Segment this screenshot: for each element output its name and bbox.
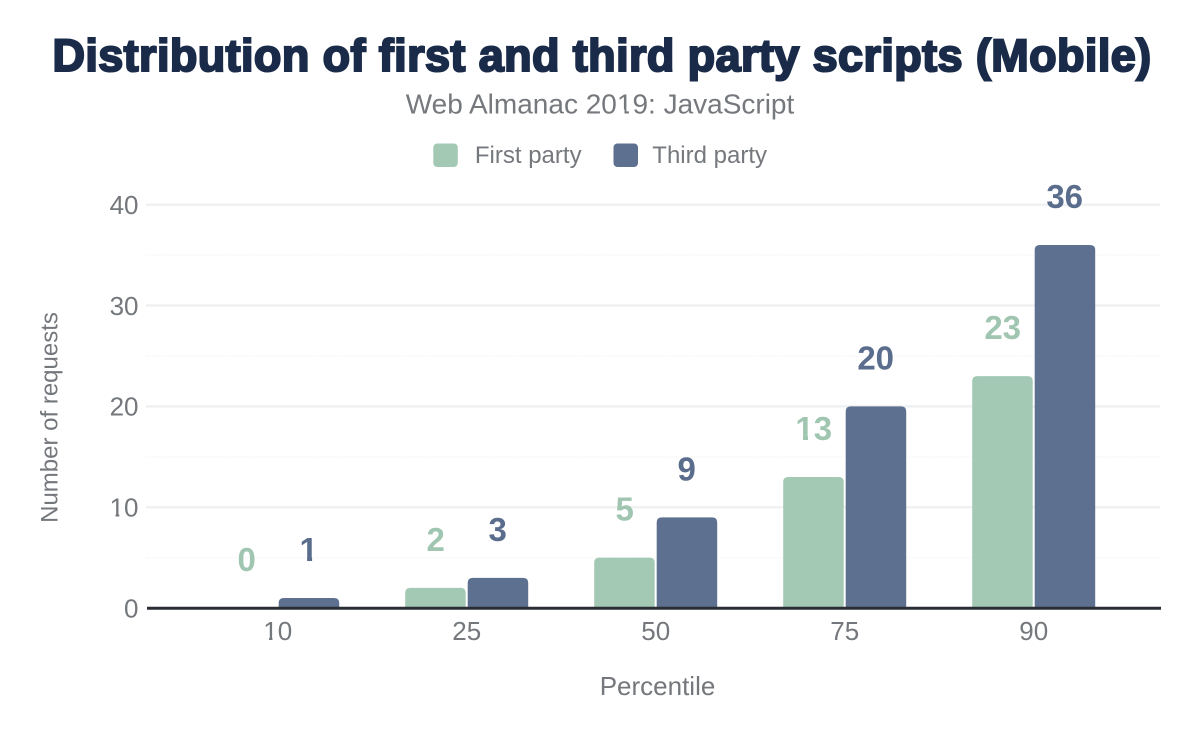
- svg-text:75: 75: [830, 616, 859, 646]
- svg-text:1: 1: [300, 531, 318, 568]
- svg-text:5: 5: [616, 491, 634, 528]
- svg-text:9: 9: [678, 450, 696, 487]
- svg-text:25: 25: [452, 616, 481, 646]
- svg-text:Web Almanac 2019: JavaScript: Web Almanac 2019: JavaScript: [406, 88, 795, 119]
- svg-text:20: 20: [857, 339, 894, 376]
- svg-text:20: 20: [110, 392, 139, 422]
- svg-text:90: 90: [1019, 616, 1048, 646]
- svg-text:1: 1: [795, 410, 813, 447]
- svg-text:2: 2: [427, 521, 445, 558]
- svg-text:3: 3: [814, 410, 832, 447]
- svg-text:Percentile: Percentile: [600, 671, 716, 701]
- svg-text:Number of requests: Number of requests: [37, 312, 64, 523]
- svg-text:36: 36: [1046, 178, 1083, 215]
- svg-text:50: 50: [641, 616, 670, 646]
- svg-text:Third party: Third party: [652, 142, 767, 169]
- svg-text:0: 0: [124, 593, 138, 623]
- svg-text:23: 23: [984, 309, 1021, 346]
- svg-text:0: 0: [238, 541, 256, 578]
- svg-text:40: 40: [110, 190, 139, 220]
- svg-text:30: 30: [110, 291, 139, 321]
- svg-text:Distribution of first and thir: Distribution of first and third party sc…: [52, 30, 1151, 81]
- svg-text:3: 3: [489, 511, 507, 548]
- svg-text:First party: First party: [475, 142, 582, 169]
